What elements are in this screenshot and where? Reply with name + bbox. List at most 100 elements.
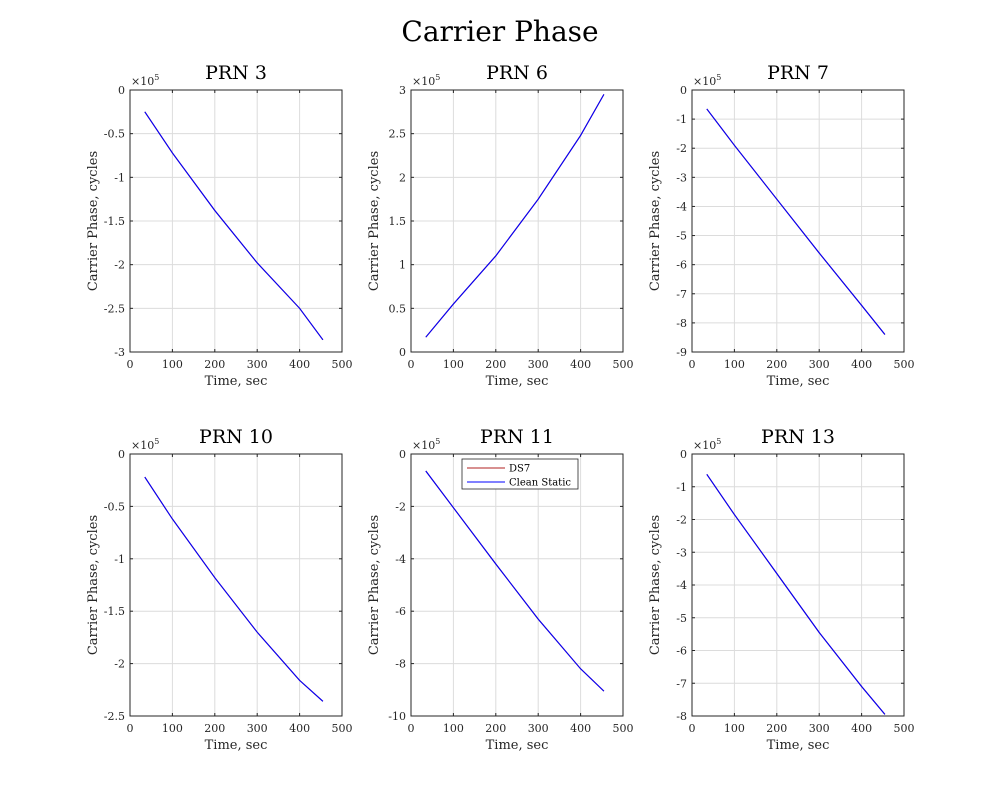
y-tick-label: -8 — [395, 658, 406, 671]
x-tick-label: 300 — [528, 722, 549, 735]
y-tick-label: -2 — [114, 259, 125, 272]
x-tick-label: 500 — [894, 722, 915, 735]
y-tick-label: -6 — [676, 259, 687, 272]
y-axis-label: Carrier Phase, cycles — [648, 151, 663, 291]
x-tick-label: 400 — [851, 358, 872, 371]
x-tick-label: 200 — [485, 358, 506, 371]
x-tick-label: 500 — [613, 722, 634, 735]
y-axis-label: Carrier Phase, cycles — [367, 151, 382, 291]
y-tick-label: -2 — [395, 500, 406, 513]
y-tick-label: -1 — [114, 171, 125, 184]
x-tick-label: 200 — [204, 358, 225, 371]
y-tick-label: -6 — [676, 645, 687, 658]
x-axis-label: Time, sec — [486, 374, 549, 389]
series-line-clean-static — [706, 473, 886, 715]
y-tick-label: 0.5 — [389, 302, 407, 315]
subplot-prn-3: 0 100 200 300 400 500 -3 -2.5 -2 -1.5 -1 -0.5 0 ×105 P… — [86, 62, 353, 389]
subplot-title: PRN 6 — [486, 62, 548, 84]
x-tick-label: 200 — [204, 722, 225, 735]
subplot-prn-11: 0 100 200 300 400 500 -10 -8 -6 -4 -2 0 ×105 PRN 11 Ti… — [367, 426, 634, 753]
x-tick-label: 0 — [408, 358, 415, 371]
y-axis-multiplier: ×105 — [131, 73, 159, 88]
y-tick-label: -5 — [676, 230, 687, 243]
y-tick-label: -8 — [676, 710, 687, 723]
y-tick-label: -2 — [676, 142, 687, 155]
x-tick-label: 0 — [408, 722, 415, 735]
y-tick-label: -4 — [395, 553, 406, 566]
x-tick-label: 100 — [443, 358, 464, 371]
y-tick-label: 0 — [399, 346, 406, 359]
subplot-prn-10: 0 100 200 300 400 500 -2.5 -2 -1.5 -1 -0.5 0 ×105 PRN… — [86, 426, 353, 753]
x-tick-label: 500 — [332, 722, 353, 735]
y-tick-label: -4 — [676, 200, 687, 213]
x-tick-label: 100 — [443, 722, 464, 735]
x-axis-label: Time, sec — [205, 738, 268, 753]
y-tick-label: -3 — [676, 171, 687, 184]
y-tick-label: -0.5 — [104, 128, 125, 141]
plot-area — [692, 90, 904, 352]
x-tick-label: 100 — [724, 358, 745, 371]
y-tick-label: -9 — [676, 346, 687, 359]
y-tick-label: -3 — [114, 346, 125, 359]
y-axis-multiplier: ×105 — [412, 437, 440, 452]
x-tick-label: 500 — [894, 358, 915, 371]
x-axis-label: Time, sec — [767, 738, 830, 753]
y-tick-label: 3 — [399, 84, 406, 97]
x-tick-label: 300 — [247, 722, 268, 735]
y-tick-label: -6 — [395, 605, 406, 618]
y-tick-label: -4 — [676, 579, 687, 592]
subplot-title: PRN 13 — [761, 426, 835, 448]
x-tick-label: 200 — [766, 358, 787, 371]
axes-frame — [691, 89, 905, 353]
x-tick-label: 500 — [613, 358, 634, 371]
legend: DS7 Clean Static — [461, 458, 579, 490]
subplot-title: PRN 10 — [199, 426, 273, 448]
x-tick-label: 200 — [485, 722, 506, 735]
y-tick-label: -2 — [676, 514, 687, 527]
x-tick-label: 100 — [162, 722, 183, 735]
y-tick-label: -8 — [676, 317, 687, 330]
subplot-prn-13: 0 100 200 300 400 500 -8 -7 -6 -5 -4 -3 -2 -1 0 ×105 PRN… — [648, 426, 915, 753]
x-tick-label: 0 — [127, 358, 134, 371]
y-tick-label: -2 — [114, 658, 125, 671]
legend-entry-label: Clean Static — [509, 478, 571, 489]
series-line-clean-static — [144, 111, 324, 341]
y-axis-multiplier: ×105 — [693, 73, 721, 88]
x-tick-label: 100 — [724, 722, 745, 735]
y-tick-label: 0 — [680, 448, 687, 461]
x-axis-label: Time, sec — [486, 738, 549, 753]
x-tick-label: 300 — [247, 358, 268, 371]
x-tick-label: 400 — [570, 358, 591, 371]
legend-entry-label: DS7 — [509, 464, 530, 475]
x-axis-label: Time, sec — [767, 374, 830, 389]
x-tick-label: 200 — [766, 722, 787, 735]
y-axis-multiplier: ×105 — [131, 437, 159, 452]
x-tick-label: 0 — [689, 358, 696, 371]
y-tick-label: -1 — [676, 113, 687, 126]
subplot-title: PRN 7 — [767, 62, 829, 84]
x-tick-label: 400 — [289, 722, 310, 735]
series-line-clean-static — [706, 108, 886, 335]
y-tick-label: -1.5 — [104, 605, 125, 618]
subplot-title: PRN 3 — [205, 62, 267, 84]
x-tick-label: 300 — [809, 722, 830, 735]
y-tick-label: -7 — [676, 677, 687, 690]
x-tick-label: 500 — [332, 358, 353, 371]
y-tick-label: 0 — [118, 84, 125, 97]
x-tick-label: 300 — [528, 358, 549, 371]
y-tick-label: -3 — [676, 546, 687, 559]
subplot-title: PRN 11 — [480, 426, 554, 448]
y-axis-label: Carrier Phase, cycles — [86, 151, 101, 291]
y-tick-label: 0 — [118, 448, 125, 461]
plot-area — [130, 454, 342, 716]
y-tick-label: -1.5 — [104, 215, 125, 228]
y-tick-label: 2 — [399, 171, 406, 184]
x-tick-label: 0 — [689, 722, 696, 735]
x-tick-label: 400 — [289, 358, 310, 371]
y-tick-label: 1 — [399, 259, 406, 272]
axes-frame — [410, 453, 624, 717]
y-tick-label: 0 — [680, 84, 687, 97]
y-tick-label: -1 — [676, 481, 687, 494]
x-tick-label: 400 — [851, 722, 872, 735]
